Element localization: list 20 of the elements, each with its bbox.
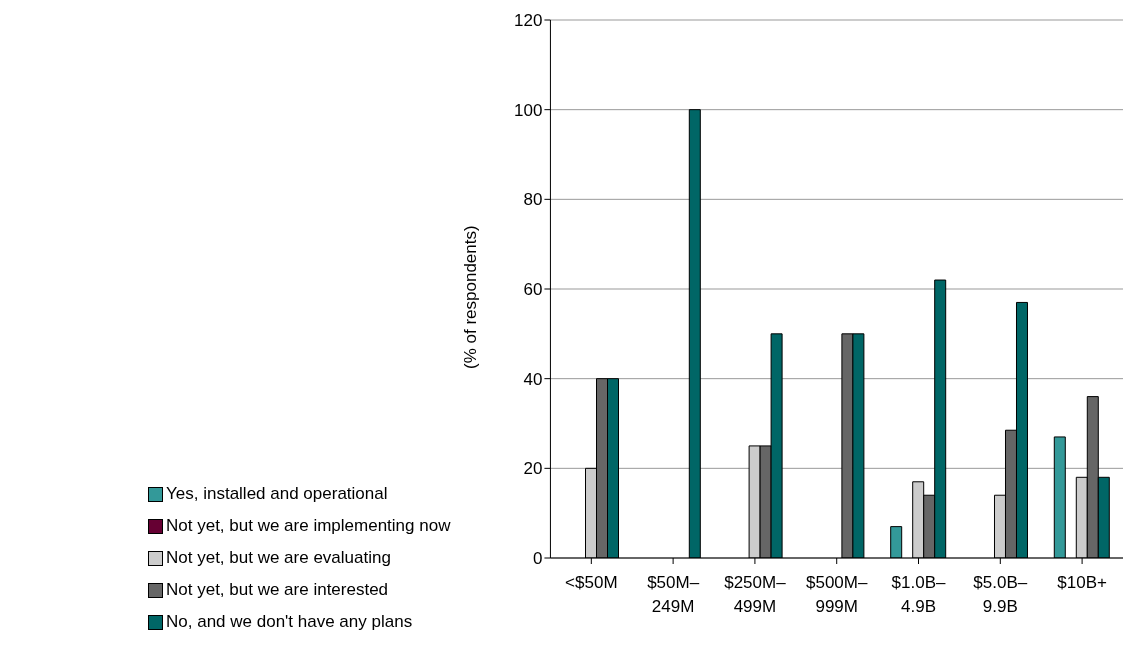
y-tick-label: 60: [523, 280, 543, 300]
y-tick-label: 80: [523, 190, 543, 210]
x-tick-label: $10B+: [1057, 573, 1107, 592]
x-tick-label: $50M–249M: [647, 573, 700, 616]
y-tick-label: 100: [514, 100, 543, 120]
legend-label: No, and we don't have any plans: [166, 612, 413, 632]
x-tick-label: $1.0B–4.9B: [891, 573, 946, 616]
y-axis-title: (% of respondents): [461, 225, 481, 369]
y-tick-label: 20: [523, 459, 543, 479]
legend-label: Yes, installed and operational: [166, 484, 388, 504]
x-tick-label: $500M–999M: [805, 573, 868, 616]
x-tick-label: $250M–499M: [724, 573, 787, 616]
legend-label: Not yet, but we are evaluating: [166, 548, 391, 568]
x-tick-label: $5.0B–9.9B: [973, 573, 1028, 616]
y-tick-label: 120: [514, 11, 543, 31]
x-tick-label: <$50M: [565, 573, 618, 592]
legend-label: Not yet, but we are interested: [166, 580, 389, 600]
y-tick-label: 40: [523, 369, 543, 389]
legend-label: Not yet, but we are implementing now: [166, 516, 451, 536]
y-tick-label: 0: [532, 549, 543, 569]
